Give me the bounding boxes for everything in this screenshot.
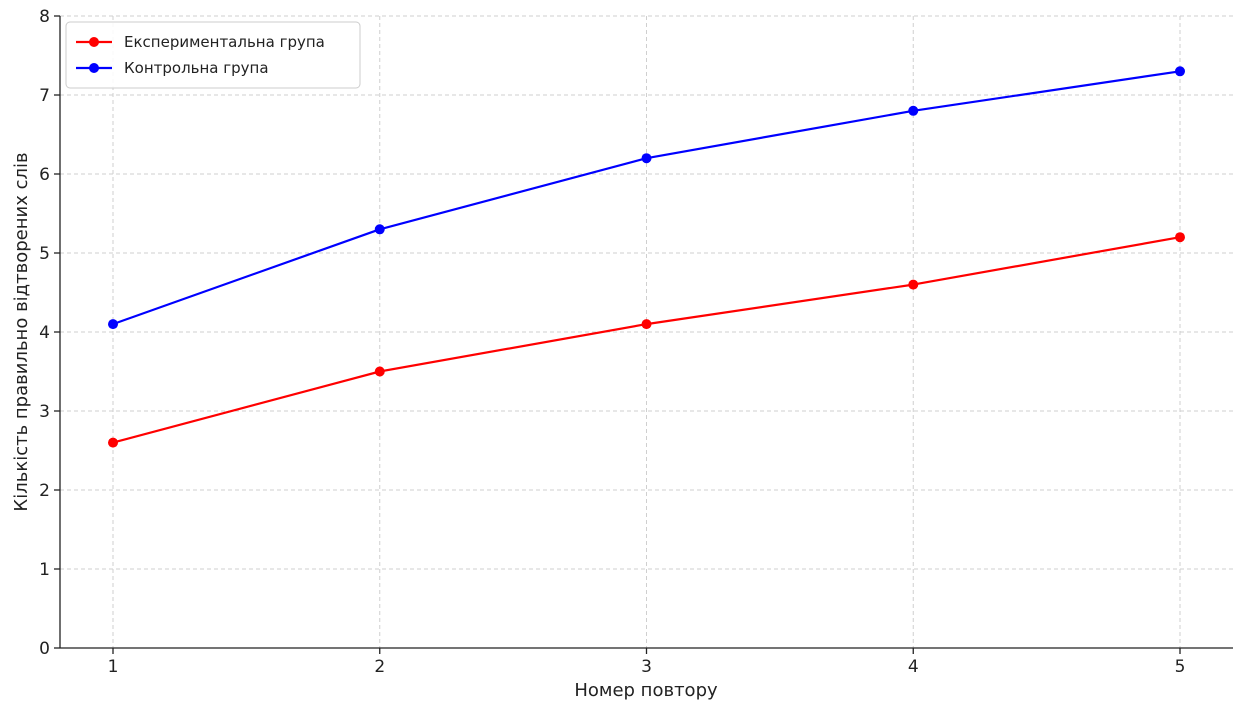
- y-tick-label: 3: [39, 402, 50, 422]
- legend-marker: [89, 63, 99, 73]
- data-point: [1175, 66, 1185, 77]
- data-point: [374, 224, 385, 235]
- y-tick-label: 4: [39, 323, 50, 343]
- data-point: [641, 153, 652, 164]
- y-tick-label: 2: [39, 481, 50, 501]
- y-ticks: 0 1 2 3 4 5 6 7 8: [39, 7, 60, 659]
- y-tick-label: 8: [39, 7, 50, 27]
- y-tick-label: 5: [39, 244, 50, 264]
- series-1: [108, 232, 1185, 448]
- x-tick-label: 3: [641, 657, 652, 677]
- data-point: [908, 105, 919, 116]
- data-point: [1175, 232, 1185, 243]
- data-point: [374, 366, 385, 377]
- data-point: [108, 437, 118, 448]
- data-point: [108, 319, 118, 330]
- grid: [60, 15, 1233, 649]
- x-ticks: 1 2 3 4 5: [108, 648, 1186, 677]
- legend-marker: [89, 37, 99, 47]
- x-tick-label: 2: [374, 657, 385, 677]
- y-tick-label: 7: [39, 86, 50, 106]
- series-group: [108, 66, 1185, 448]
- legend-entry: Контрольна група: [76, 59, 269, 77]
- y-tick-label: 1: [39, 560, 50, 580]
- y-tick-label: 0: [39, 639, 50, 659]
- legend-entry: Експериментальна група: [76, 33, 325, 51]
- x-tick-label: 1: [108, 657, 119, 677]
- y-tick-label: 6: [39, 165, 50, 185]
- x-tick-label: 5: [1175, 657, 1186, 677]
- legend-box: [65, 21, 361, 89]
- legend-label: Експериментальна група: [124, 33, 325, 51]
- x-tick-label: 4: [908, 657, 919, 677]
- x-axis-title: Номер повтору: [574, 680, 718, 701]
- series-2: [108, 66, 1185, 330]
- data-point: [641, 319, 652, 330]
- legend: Експериментальна група Контрольна група: [65, 21, 361, 89]
- legend-label: Контрольна група: [124, 59, 269, 77]
- y-axis-title: Кількість правильно відтворених слів: [11, 152, 32, 511]
- data-point: [908, 279, 919, 290]
